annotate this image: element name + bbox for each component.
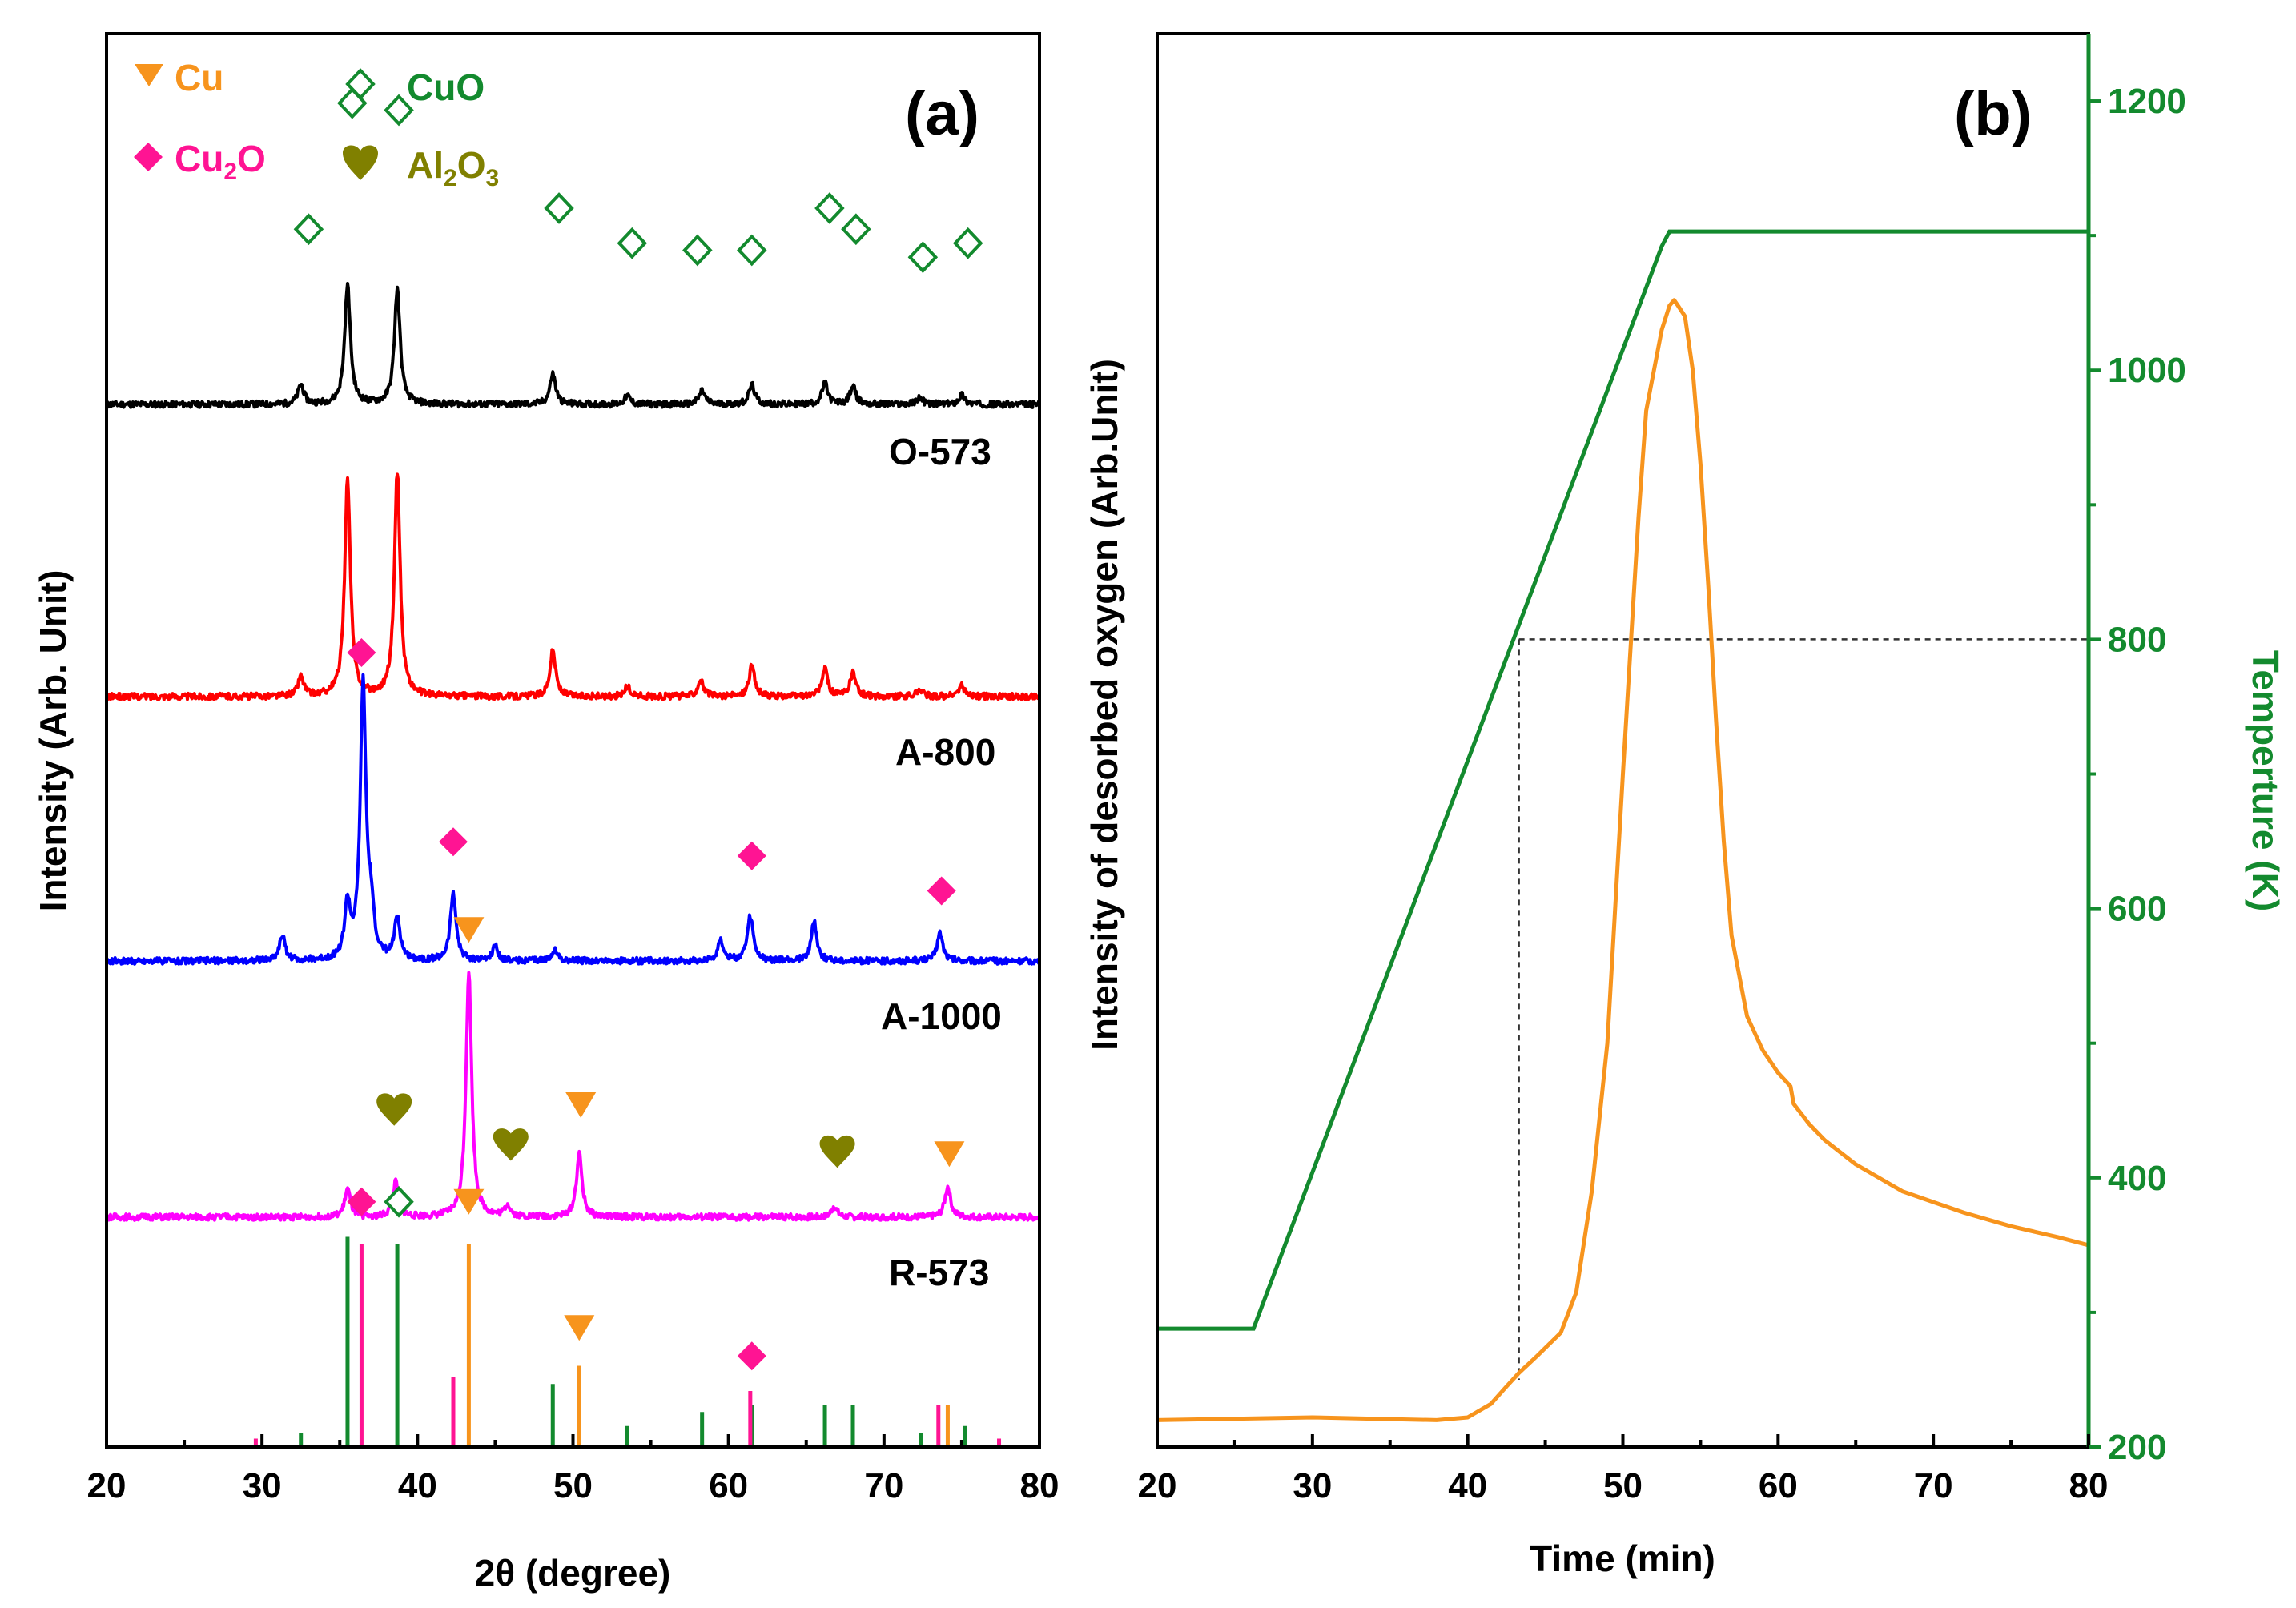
al2o3-heart-icon (819, 1135, 855, 1168)
cu2o-diamond-icon (737, 841, 766, 870)
cu2o-tail: O (237, 138, 266, 179)
cuo-diamond-icon (544, 192, 574, 224)
cu2o-base: Cu (175, 138, 223, 179)
xrd-line-r-573 (106, 971, 1041, 1222)
xrd-line-o-573 (105, 282, 1041, 409)
cuo-diamond-icon (617, 227, 648, 259)
al2o3-heart-icon (343, 145, 378, 180)
y-axis-title-b-right: Temperture (K) (2245, 650, 2286, 911)
x-axis-title-a: 2θ (degree) (475, 1552, 671, 1594)
x-tick-label-b: 50 (1603, 1466, 1643, 1505)
cuo-diamond-icon (952, 227, 983, 259)
y-tick-label-right: 1000 (2108, 351, 2186, 390)
cu2o-subscript: 2 (223, 159, 237, 185)
cuo-diamond-icon (293, 213, 324, 246)
right-ticks-b: 200 400 600 800 1000 1200 (2089, 82, 2186, 1467)
panel-label-b: (b) (1954, 80, 2032, 148)
tpd-series-group (1156, 229, 2089, 1422)
cu-triangle-icon (453, 1188, 485, 1215)
desorbed-oxygen-line (1156, 298, 2089, 1422)
cu2o-diamond-icon (438, 827, 468, 857)
x-tick-label-a: 50 (553, 1466, 593, 1505)
cu-triangle-icon (135, 64, 163, 86)
cuo-diamond-icon (345, 68, 376, 100)
y-tick-label-right: 600 (2108, 890, 2166, 929)
xrd-series-group (105, 282, 1041, 1222)
reference-pattern (253, 1236, 1002, 1447)
x-tick-label-a: 20 (87, 1466, 127, 1505)
temperature-line (1157, 229, 2089, 1331)
panel-a-xrd: 20 30 40 50 60 70 80 (a) O-573 A-800 A-1000 R-… (32, 32, 1060, 1594)
x-tick-label-a: 80 (1020, 1466, 1060, 1505)
cu2o-diamond-icon (134, 143, 163, 171)
al2o3-base: Al (407, 144, 444, 186)
al2o3-heart-icon (493, 1128, 529, 1161)
x-tick-label-b: 40 (1448, 1466, 1487, 1505)
x-tick-label-a: 30 (243, 1466, 282, 1505)
xrd-line-a-1000 (105, 673, 1041, 966)
x-tick-label-a: 40 (398, 1466, 437, 1505)
series-label-a1000: A-1000 (881, 995, 1002, 1037)
cuo-diamond-icon (907, 241, 939, 274)
cuo-diamond-icon (384, 94, 414, 127)
series-label-r573: R-573 (889, 1252, 989, 1293)
x-tick-label-b: 80 (2069, 1466, 2109, 1505)
al2o3-subscript-1: 2 (444, 165, 457, 191)
al2o3-mid: O (457, 144, 486, 186)
cu-triangle-icon (934, 1141, 965, 1168)
x-ticks-a: 20 30 40 50 60 70 80 (87, 1434, 1060, 1505)
al2o3-subscript-2: 3 (485, 165, 499, 191)
x-axis-title-b: Time (min) (1530, 1538, 1715, 1579)
legend-label-cuo: CuO (407, 66, 485, 108)
reference-lines-b (1518, 638, 2089, 1380)
cu2o-diamond-icon (347, 638, 376, 667)
legend-label-cu2o: Cu2O (175, 138, 266, 185)
x-ticks-b: 20 30 40 50 60 70 80 (1138, 1434, 2109, 1505)
y-axis-title-b-left: Intensity of desorbed oxygen (Arb.Unit) (1084, 359, 1125, 1051)
plot-frame-b (1156, 32, 2090, 1449)
cuo-diamond-icon (814, 192, 845, 224)
y-tick-label-right: 200 (2108, 1428, 2166, 1467)
y-tick-label-right: 400 (2108, 1159, 2166, 1198)
y-axis-title-a: Intensity (Arb. Unit) (32, 570, 74, 912)
series-label-a800: A-800 (895, 731, 995, 773)
cu-triangle-icon (453, 917, 485, 943)
cu-triangle-icon (564, 1315, 595, 1341)
panel-label-a: (a) (905, 80, 979, 148)
xrd-line-a-800 (106, 472, 1041, 701)
cu2o-diamond-icon (737, 1341, 766, 1371)
x-tick-label-a: 70 (864, 1466, 903, 1505)
x-tick-label-b: 70 (1914, 1466, 1953, 1505)
cuo-diamond-icon (841, 213, 871, 246)
y-tick-label-right: 800 (2108, 620, 2166, 659)
series-label-o573: O-573 (889, 431, 991, 472)
cu2o-diamond-icon (927, 876, 956, 906)
legend-a: Cu CuO Cu2O Al2O3 (134, 57, 499, 191)
x-tick-label-b: 30 (1293, 1466, 1332, 1505)
cuo-diamond-icon (682, 234, 713, 267)
cu-triangle-icon (565, 1092, 597, 1118)
x-tick-label-b: 20 (1138, 1466, 1177, 1505)
phase-marker-group (293, 86, 983, 1371)
cu2o-diamond-icon (347, 1187, 376, 1216)
al2o3-heart-icon (376, 1093, 412, 1126)
legend-label-al2o3: Al2O3 (407, 144, 499, 191)
x-tick-label-b: 60 (1759, 1466, 1798, 1505)
x-tick-label-a: 60 (709, 1466, 748, 1505)
y-tick-label-right: 1200 (2108, 82, 2186, 121)
legend-label-cu: Cu (175, 57, 223, 98)
cuo-diamond-icon (384, 1185, 414, 1218)
cuo-diamond-icon (737, 234, 767, 267)
